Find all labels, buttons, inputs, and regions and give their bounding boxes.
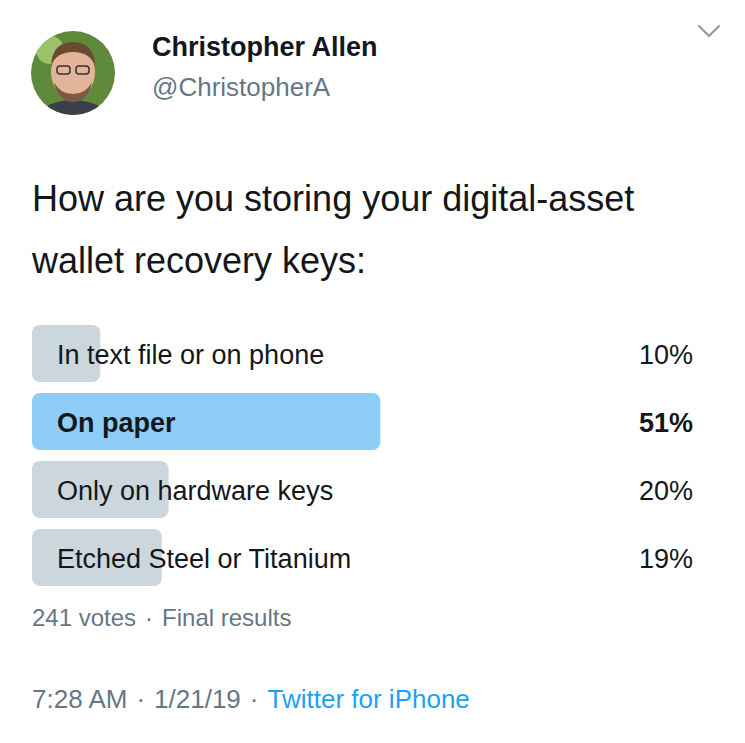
avatar-beard [54, 82, 92, 102]
separator: · [136, 684, 145, 714]
separator: · [145, 604, 153, 631]
percent-label: 20% [639, 476, 693, 506]
tweet-meta: 7:28 AM · 1/21/19 · Twitter for iPhone [32, 684, 470, 715]
option-label: Etched Steel or Titanium [57, 544, 351, 574]
menu-chevron[interactable] [699, 26, 719, 36]
bars [32, 325, 380, 586]
option-label: Only on hardware keys [57, 476, 333, 506]
date: 1/21/19 [154, 684, 241, 714]
avatar[interactable] [30, 30, 120, 144]
poll-footer: 241 votes · Final results [32, 604, 291, 632]
author-handle[interactable]: @ChristopherA [152, 72, 331, 102]
vote-count: 241 votes [32, 604, 136, 631]
source-link[interactable]: Twitter for iPhone [268, 684, 470, 714]
avatar-glasses [76, 66, 89, 74]
percent-label: 19% [639, 544, 693, 574]
avatar-hair [51, 42, 95, 66]
percent-label: 10% [639, 340, 693, 370]
title: How are you storing your digital-asset w… [32, 168, 732, 292]
option-label: In text file or on phone [57, 340, 324, 370]
labels: In text file or on phone 10% On paper 51% On… [57, 340, 693, 574]
avatar-shirt [35, 100, 111, 144]
percent-label: 51% [639, 408, 693, 438]
separator: · [250, 684, 259, 714]
time: 7:28 AM [32, 684, 127, 714]
avatar-glasses [57, 66, 70, 74]
poll-bar [32, 393, 380, 450]
author-name[interactable]: Christopher Allen [152, 32, 378, 62]
canvas: Christopher Allen @ChristopherA In text fi… [0, 0, 745, 743]
poll-status: Final results [162, 604, 291, 631]
option-label: On paper [57, 408, 176, 438]
